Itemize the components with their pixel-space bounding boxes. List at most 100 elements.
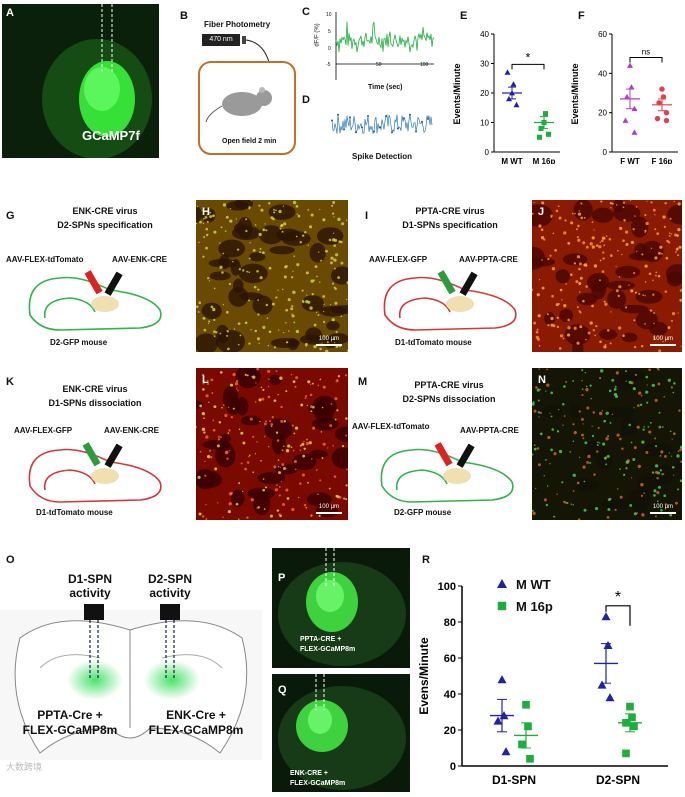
cell-signal [299, 444, 302, 447]
cell-signal [232, 260, 234, 263]
cell-signal [295, 376, 299, 380]
cell-signal [321, 457, 324, 459]
cell-signal [591, 236, 595, 240]
cell-signal [293, 321, 296, 324]
cell-signal [331, 212, 335, 215]
panel-k-title1: ENK-CRE virus [62, 384, 128, 394]
cell-signal [652, 293, 655, 296]
cell-signal [310, 410, 313, 413]
cell-signal [299, 449, 302, 452]
cell-signal [299, 241, 302, 244]
cell-signal [657, 274, 661, 278]
cell-signal [217, 502, 219, 504]
cell-signal [603, 244, 606, 247]
cell-signal [305, 300, 309, 304]
cell-signal [237, 322, 241, 326]
spike-marker [331, 119, 333, 122]
cell-signal [287, 444, 291, 448]
cell-signal [570, 221, 574, 225]
cell-signal [558, 449, 563, 454]
cell-signal [219, 371, 223, 374]
cell-signal [318, 251, 320, 253]
tissue-void [287, 338, 299, 351]
cell-signal [254, 224, 257, 226]
cell-signal [281, 230, 284, 233]
cell-signal [545, 459, 547, 461]
cell-signal [641, 513, 645, 517]
cell-signal [206, 455, 211, 459]
cell-signal [277, 465, 280, 468]
spike-marker [349, 116, 351, 119]
cell-signal [305, 441, 310, 446]
cell-signal [654, 470, 659, 475]
tissue-void [330, 266, 348, 285]
cell-signal [257, 313, 260, 316]
cell-signal [668, 232, 671, 235]
panel-i-letter: I [365, 210, 369, 222]
cell-signal [608, 389, 612, 393]
cell-signal [267, 202, 271, 205]
tissue-void [233, 223, 248, 233]
cell-signal [614, 508, 617, 511]
cell-signal [287, 298, 291, 302]
cell-signal [599, 259, 602, 262]
cell-signal [539, 388, 542, 391]
cell-signal [308, 441, 312, 445]
cell-signal [584, 441, 588, 445]
cell-signal [610, 207, 612, 209]
cell-signal [226, 334, 229, 337]
cell-signal [565, 380, 568, 383]
cell-signal [671, 438, 673, 440]
cell-signal [659, 245, 663, 249]
cell-signal [284, 467, 287, 470]
cell-signal [632, 457, 636, 461]
cell-signal [577, 212, 582, 216]
cell-signal [659, 455, 662, 457]
cell-signal [237, 343, 240, 346]
cell-signal [577, 238, 581, 242]
cell-signal [543, 238, 546, 241]
tissue-void [667, 204, 682, 225]
cell-signal [667, 378, 672, 382]
cell-signal [653, 322, 655, 325]
cell-signal [601, 236, 606, 240]
cell-signal [591, 304, 594, 308]
spike-marker [415, 130, 417, 133]
cell-signal [636, 425, 640, 429]
cell-signal [269, 514, 273, 518]
y-tick-label: 0 [603, 148, 608, 157]
cell-signal [319, 281, 321, 283]
cell-signal [295, 204, 299, 208]
cell-signal [305, 271, 309, 275]
cell-signal [549, 412, 551, 414]
cell-signal [537, 314, 541, 318]
cell-signal [657, 485, 661, 489]
tissue-void [599, 328, 618, 340]
sig-label: * [526, 50, 531, 64]
cell-signal [273, 399, 277, 403]
cell-signal [538, 368, 540, 370]
cell-signal [196, 205, 199, 208]
cell-signal [335, 331, 338, 334]
cell-signal [254, 453, 257, 455]
panel-c-letter: C [302, 6, 310, 18]
cell-signal [331, 238, 336, 242]
cell-signal [654, 464, 659, 468]
cell-signal [625, 460, 629, 464]
cell-signal [277, 329, 280, 331]
cell-signal [569, 450, 572, 453]
tissue-void [606, 406, 635, 418]
cell-signal [228, 450, 231, 452]
cell-signal [658, 251, 661, 255]
cell-signal [629, 504, 633, 507]
cell-signal [285, 265, 288, 268]
cell-signal [556, 325, 560, 329]
cell-signal [213, 335, 216, 338]
cell-signal [294, 385, 297, 388]
cell-signal [291, 424, 294, 427]
cell-signal [273, 346, 277, 349]
cell-signal [197, 475, 201, 479]
cell-signal [333, 216, 335, 218]
cell-signal [269, 420, 272, 423]
cell-signal [311, 382, 314, 385]
